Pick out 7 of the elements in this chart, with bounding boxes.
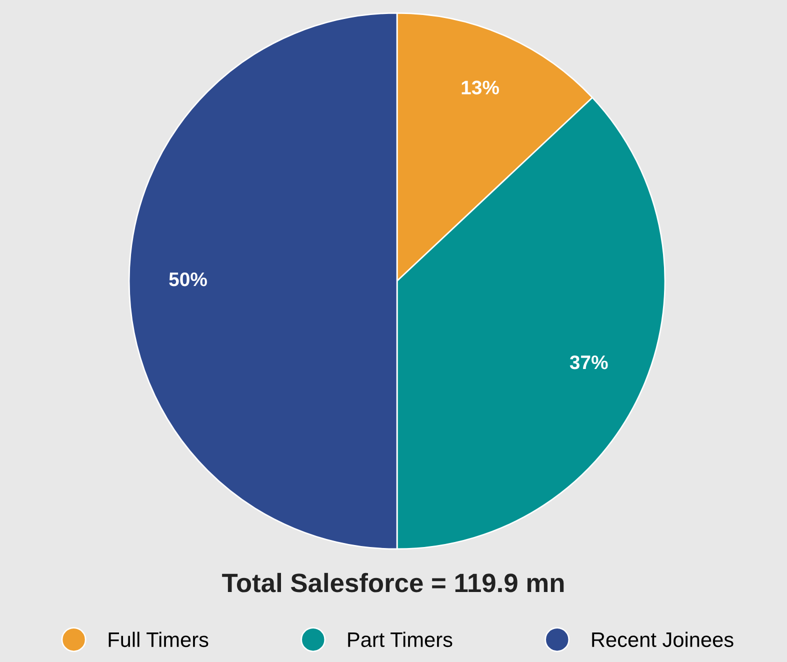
text: Total Salesforce = 119.9 mn <box>222 572 564 592</box>
legend-label: Part Timers <box>348 632 452 648</box>
data-label: 13% <box>462 80 499 94</box>
legend-label: Full Timers <box>108 632 208 648</box>
data-label: 50% <box>169 272 207 286</box>
data-label: 37% <box>570 355 608 370</box>
legend-label: Recent Joinees <box>592 632 734 648</box>
